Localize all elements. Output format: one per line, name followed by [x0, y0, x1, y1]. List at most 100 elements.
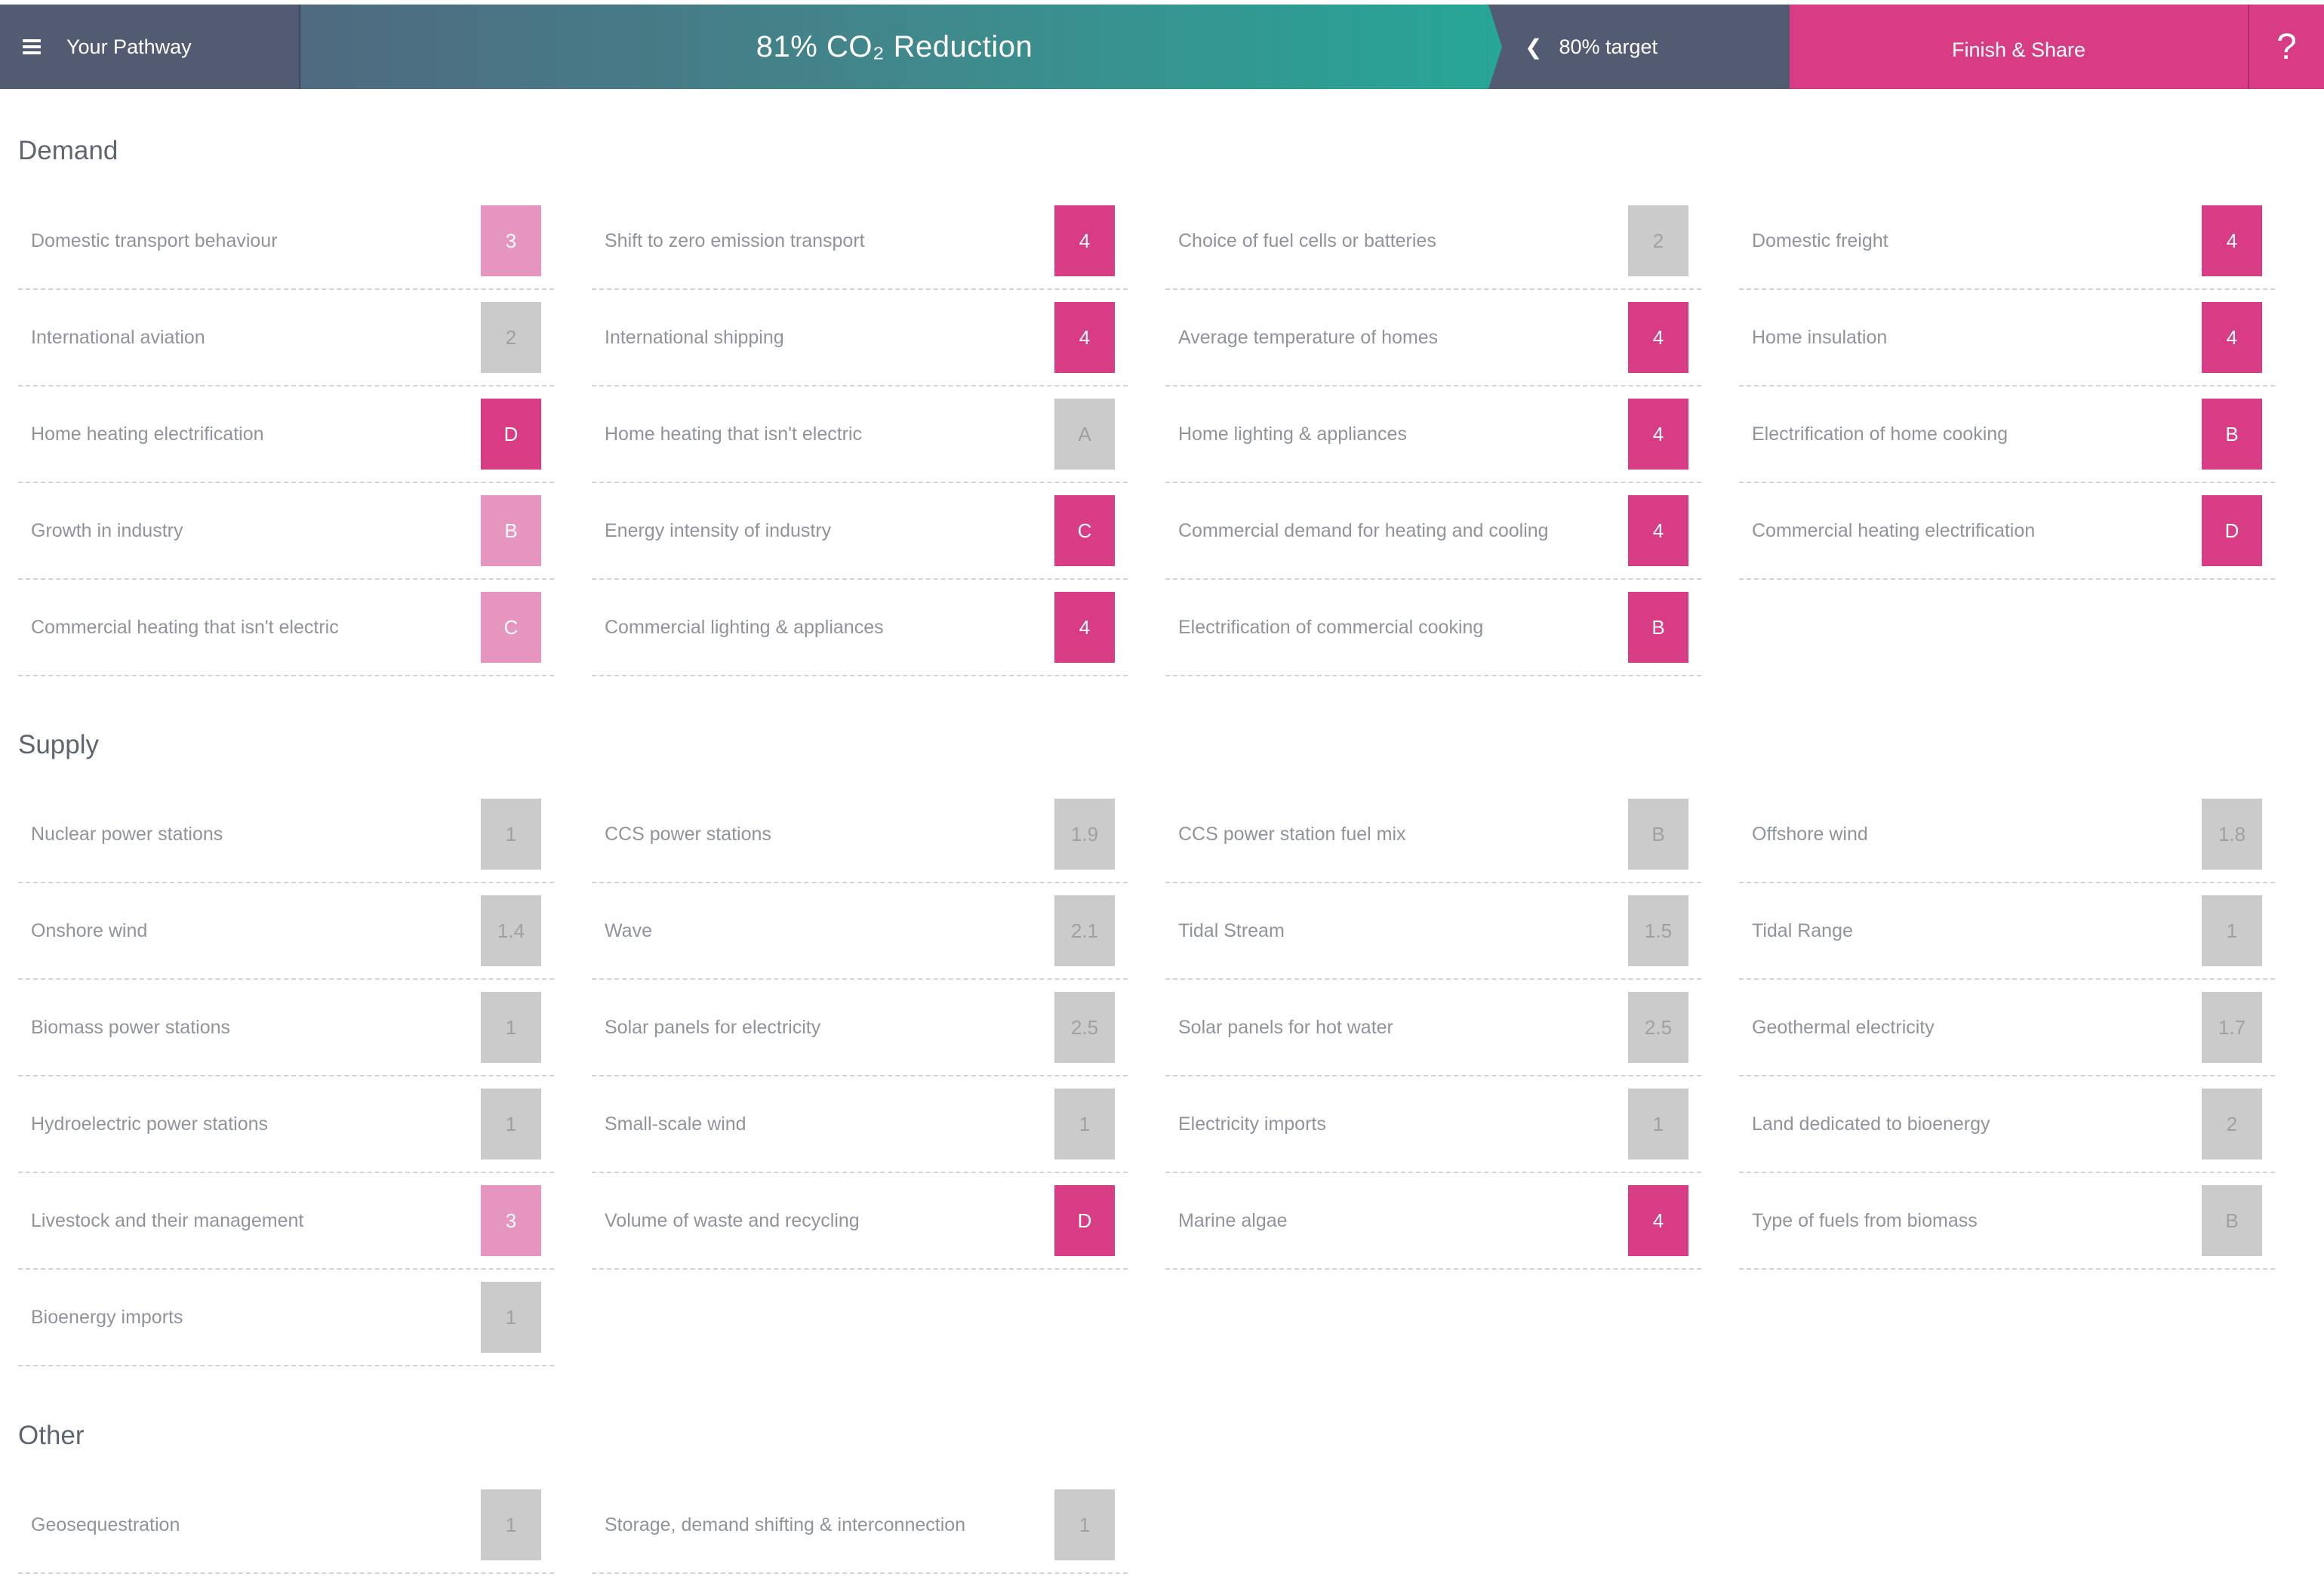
lever-row[interactable]: Average temperature of homes 4	[1165, 290, 1701, 387]
lever-row[interactable]: Tidal Stream 1.5	[1165, 883, 1701, 980]
lever-label: Home heating that isn't electric	[605, 423, 863, 445]
lever-label: Geothermal electricity	[1752, 1016, 1935, 1038]
lever-value-button[interactable]: 4	[1054, 205, 1115, 276]
lever-label: International shipping	[605, 326, 784, 348]
lever-value-button[interactable]: B	[1628, 592, 1688, 663]
lever-value-button[interactable]: 1.4	[481, 895, 541, 966]
lever-value-button[interactable]: 4	[1628, 399, 1688, 470]
lever-row[interactable]: Wave 2.1	[592, 883, 1128, 980]
lever-row[interactable]: Electrification of commercial cooking B	[1165, 580, 1701, 676]
lever-row[interactable]: Onshore wind 1.4	[18, 883, 554, 980]
lever-row[interactable]: Commercial lighting & appliances 4	[592, 580, 1128, 676]
lever-value-button[interactable]: B	[481, 495, 541, 566]
lever-value-button[interactable]: 2.1	[1054, 895, 1115, 966]
lever-row[interactable]: Choice of fuel cells or batteries 2	[1165, 193, 1701, 290]
lever-value-button[interactable]: 1.7	[2202, 992, 2262, 1063]
lever-value-button[interactable]: B	[2202, 1185, 2262, 1256]
lever-row[interactable]: Livestock and their management 3	[18, 1173, 554, 1270]
lever-value-button[interactable]: 2	[2202, 1089, 2262, 1160]
lever-value-button[interactable]: 4	[1628, 1185, 1688, 1256]
lever-row[interactable]: CCS power station fuel mix B	[1165, 787, 1701, 883]
lever-value-button[interactable]: 1	[481, 992, 541, 1063]
lever-value-button[interactable]: 4	[2202, 205, 2262, 276]
lever-value-button[interactable]: 2.5	[1628, 992, 1688, 1063]
lever-row[interactable]: Commercial heating that isn't electric C	[18, 580, 554, 676]
lever-row[interactable]: Solar panels for hot water 2.5	[1165, 980, 1701, 1076]
lever-value-button[interactable]: 1	[1054, 1489, 1115, 1560]
lever-label: Electrification of commercial cooking	[1178, 616, 1484, 638]
lever-value-button[interactable]: 2.5	[1054, 992, 1115, 1063]
lever-value-button[interactable]: B	[2202, 399, 2262, 470]
lever-row[interactable]: Electrification of home cooking B	[1739, 387, 2275, 483]
lever-value-button[interactable]: 1	[481, 1282, 541, 1353]
help-button[interactable]: ?	[2248, 5, 2324, 89]
lever-value-button[interactable]: 4	[2202, 302, 2262, 373]
lever-row[interactable]: Offshore wind 1.8	[1739, 787, 2275, 883]
lever-value-button[interactable]: D	[1054, 1185, 1115, 1256]
lever-value-button[interactable]: 4	[1628, 302, 1688, 373]
lever-value-button[interactable]: 4	[1054, 592, 1115, 663]
lever-row[interactable]: Home heating electrification D	[18, 387, 554, 483]
lever-value-button[interactable]: 1.9	[1054, 799, 1115, 870]
lever-row[interactable]: Shift to zero emission transport 4	[592, 193, 1128, 290]
lever-row[interactable]: Geothermal electricity 1.7	[1739, 980, 2275, 1076]
lever-value-button[interactable]: 2	[1628, 205, 1688, 276]
lever-value-button[interactable]: C	[481, 592, 541, 663]
lever-label: Home lighting & appliances	[1178, 423, 1407, 445]
lever-row[interactable]: Small-scale wind 1	[592, 1076, 1128, 1173]
lever-label: Electrification of home cooking	[1752, 423, 2008, 445]
lever-label: Onshore wind	[31, 919, 148, 941]
lever-value-button[interactable]: 1	[1628, 1089, 1688, 1160]
lever-row[interactable]: Type of fuels from biomass B	[1739, 1173, 2275, 1270]
lever-row[interactable]: Land dedicated to bioenergy 2	[1739, 1076, 2275, 1173]
lever-row[interactable]: Volume of waste and recycling D	[592, 1173, 1128, 1270]
lever-value-button[interactable]: 1	[481, 1489, 541, 1560]
lever-row[interactable]: Home heating that isn't electric A	[592, 387, 1128, 483]
lever-value-button[interactable]: 1	[2202, 895, 2262, 966]
lever-value-button[interactable]: A	[1054, 399, 1115, 470]
lever-value-button[interactable]: 2	[481, 302, 541, 373]
lever-label: Offshore wind	[1752, 823, 1868, 845]
lever-value-button[interactable]: 4	[1054, 302, 1115, 373]
lever-row[interactable]: Bioenergy imports 1	[18, 1270, 554, 1366]
lever-row[interactable]: Home insulation 4	[1739, 290, 2275, 387]
target-button[interactable]: ❮ 80% target	[1488, 5, 1790, 89]
lever-row[interactable]: International aviation 2	[18, 290, 554, 387]
lever-value-button[interactable]: C	[1054, 495, 1115, 566]
lever-label: Type of fuels from biomass	[1752, 1209, 1978, 1231]
lever-value-button[interactable]: 1	[1054, 1089, 1115, 1160]
lever-value-button[interactable]: D	[481, 399, 541, 470]
lever-row[interactable]: Home lighting & appliances 4	[1165, 387, 1701, 483]
lever-row[interactable]: International shipping 4	[592, 290, 1128, 387]
lever-row[interactable]: Commercial heating electrification D	[1739, 483, 2275, 580]
lever-row[interactable]: Geosequestration 1	[18, 1477, 554, 1574]
lever-row[interactable]: Nuclear power stations 1	[18, 787, 554, 883]
lever-row[interactable]: Biomass power stations 1	[18, 980, 554, 1076]
lever-row[interactable]: Solar panels for electricity 2.5	[592, 980, 1128, 1076]
lever-row[interactable]: CCS power stations 1.9	[592, 787, 1128, 883]
lever-row[interactable]: Energy intensity of industry C	[592, 483, 1128, 580]
lever-value-button[interactable]: 3	[481, 1185, 541, 1256]
lever-row[interactable]: Tidal Range 1	[1739, 883, 2275, 980]
lever-value-button[interactable]: 1.5	[1628, 895, 1688, 966]
lever-row[interactable]: Marine algae 4	[1165, 1173, 1701, 1270]
pathway-menu-button[interactable]: Your Pathway	[0, 5, 300, 89]
lever-label: Growth in industry	[31, 519, 183, 541]
lever-label: Domestic transport behaviour	[31, 229, 278, 251]
lever-row[interactable]: Domestic transport behaviour 3	[18, 193, 554, 290]
lever-row[interactable]: Storage, demand shifting & interconnecti…	[592, 1477, 1128, 1574]
lever-row[interactable]: Hydroelectric power stations 1	[18, 1076, 554, 1173]
lever-value-button[interactable]: 4	[1628, 495, 1688, 566]
lever-row[interactable]: Electricity imports 1	[1165, 1076, 1701, 1173]
lever-row[interactable]: Commercial demand for heating and coolin…	[1165, 483, 1701, 580]
lever-value-button[interactable]: 3	[481, 205, 541, 276]
lever-row[interactable]: Growth in industry B	[18, 483, 554, 580]
lever-value-button[interactable]: 1.8	[2202, 799, 2262, 870]
section-title-demand: Demand	[18, 136, 119, 165]
lever-value-button[interactable]: D	[2202, 495, 2262, 566]
finish-share-button[interactable]: Finish & Share	[1790, 5, 2248, 89]
lever-value-button[interactable]: 1	[481, 799, 541, 870]
lever-row[interactable]: Domestic freight 4	[1739, 193, 2275, 290]
lever-value-button[interactable]: B	[1628, 799, 1688, 870]
lever-value-button[interactable]: 1	[481, 1089, 541, 1160]
